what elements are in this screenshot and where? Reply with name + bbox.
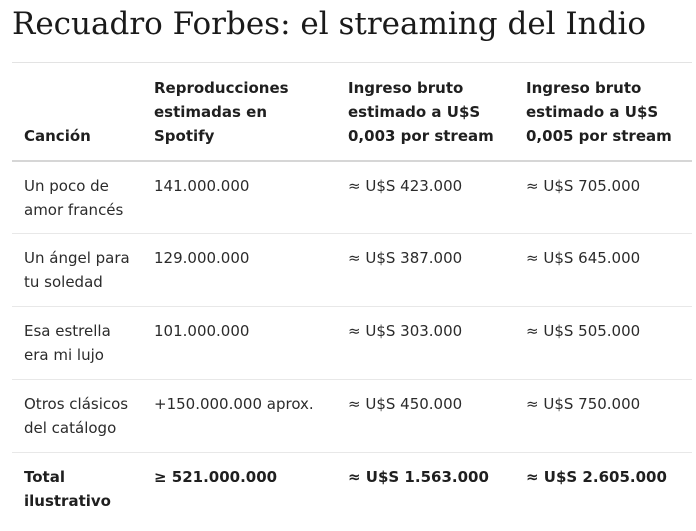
song-cell: Un poco de amor francés <box>24 176 124 219</box>
streams-cell: 141.000.000 <box>154 176 250 195</box>
total-label-cell: Total ilustrativo <box>24 468 111 510</box>
song-cell: Otros clásicos del catálogo <box>24 395 129 437</box>
column-header-revenue-low: Ingreso bruto estimado a U$S 0,003 por s… <box>348 78 494 145</box>
table-row: Esa estrella era mi lujo 101.000.000 ≈ U… <box>12 307 692 380</box>
column-header-song: Canción <box>24 126 91 145</box>
streaming-table: Canción Reproducciones estimadas en Spot… <box>12 62 692 515</box>
total-streams-cell: ≥ 521.000.000 <box>154 468 278 486</box>
revenue-low-cell: ≈ U$S 387.000 <box>348 249 463 267</box>
revenue-high-cell: ≈ U$S 505.000 <box>526 322 641 340</box>
revenue-high-cell: ≈ U$S 750.000 <box>526 395 641 413</box>
table-row: Un poco de amor francés 141.000.000 ≈ U$… <box>12 161 692 234</box>
column-header-streams: Reproducciones estimadas en Spotify <box>154 78 289 145</box>
revenue-high-cell: ≈ U$S 705.000 <box>526 176 641 195</box>
table-row: Un ángel para tu soledad 129.000.000 ≈ U… <box>12 234 692 307</box>
song-cell: Un ángel para tu soledad <box>24 249 130 291</box>
table-header-row: Canción Reproducciones estimadas en Spot… <box>12 62 692 161</box>
table-row: Otros clásicos del catálogo +150.000.000… <box>12 380 692 453</box>
streams-cell: +150.000.000 aprox. <box>154 395 314 413</box>
streams-cell: 129.000.000 <box>154 249 250 267</box>
table-total-row: Total ilustrativo ≥ 521.000.000 ≈ U$S 1.… <box>12 453 692 515</box>
streams-cell: 101.000.000 <box>154 322 250 340</box>
revenue-low-cell: ≈ U$S 423.000 <box>348 176 463 195</box>
total-revenue-high-cell: ≈ U$S 2.605.000 <box>526 468 667 486</box>
column-header-revenue-high: Ingreso bruto estimado a U$S 0,005 por s… <box>526 78 672 145</box>
revenue-low-cell: ≈ U$S 303.000 <box>348 322 463 340</box>
revenue-low-cell: ≈ U$S 450.000 <box>348 395 463 413</box>
total-revenue-low-cell: ≈ U$S 1.563.000 <box>348 468 489 486</box>
page-title: Recuadro Forbes: el streaming del Indio <box>12 6 647 42</box>
song-cell: Esa estrella era mi lujo <box>24 322 111 364</box>
revenue-high-cell: ≈ U$S 645.000 <box>526 249 641 267</box>
